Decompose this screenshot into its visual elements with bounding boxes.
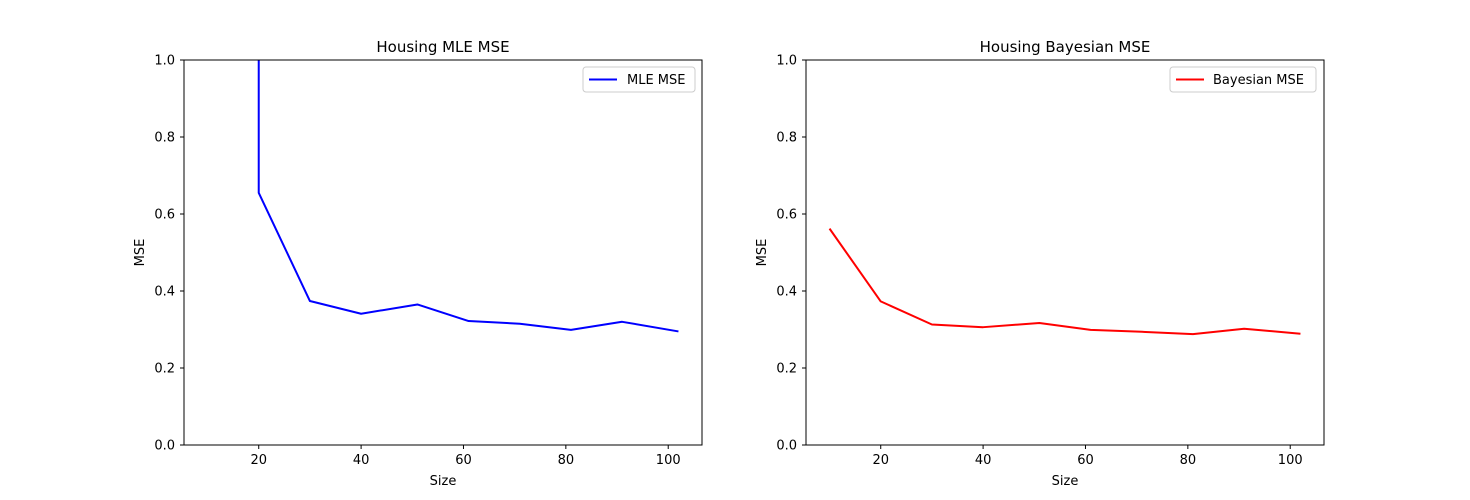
x-tick-label: 80 — [558, 453, 575, 468]
x-tick-label: 20 — [250, 453, 267, 468]
series-line-0 — [257, 60, 679, 333]
x-axis-label: Size — [430, 474, 457, 489]
legend-label-bayesian: Bayesian MSE — [1213, 73, 1304, 88]
y-axis-label: MSE — [755, 239, 770, 267]
axes-frame — [183, 59, 703, 446]
y-axis-label: MSE — [133, 239, 148, 267]
x-tick-label: 100 — [1278, 453, 1303, 468]
y-tick-label: 0.2 — [776, 362, 797, 377]
subplot-mle: Housing MLE MSE 20 40 60 80 100 0.0 0.2 0.4 0.6… — [133, 38, 703, 489]
y-tick-label: 0.4 — [154, 285, 175, 300]
x-axis-label: Size — [1052, 474, 1079, 489]
y-tick-label: 0.8 — [154, 131, 175, 146]
y-tick-label: 0.0 — [776, 439, 797, 454]
plot-area — [257, 60, 679, 333]
chart-title: Housing MLE MSE — [376, 38, 509, 56]
plot-area — [828, 228, 1301, 336]
x-axis-ticks: 20 40 60 80 100 — [872, 445, 1303, 468]
y-tick-label: 0.0 — [154, 439, 175, 454]
x-tick-label: 60 — [455, 453, 472, 468]
x-tick-label: 100 — [656, 453, 681, 468]
legend: MLE MSE — [582, 66, 696, 93]
series-line-0 — [828, 228, 1301, 336]
y-axis-ticks: 0.0 0.2 0.4 0.6 0.8 1.0 — [776, 54, 806, 454]
y-tick-label: 0.2 — [154, 362, 175, 377]
subplot-bayesian: Housing Bayesian MSE 20 40 60 80 100 0.00.20… — [755, 38, 1325, 489]
y-tick-label: 0.6 — [154, 208, 175, 223]
y-tick-label: 0.4 — [776, 285, 797, 300]
legend: Bayesian MSE — [1169, 66, 1317, 93]
legend-box — [1169, 66, 1317, 93]
y-tick-label: 1.0 — [776, 54, 797, 69]
legend-label-mle: MLE MSE — [627, 73, 686, 88]
x-tick-label: 40 — [353, 453, 370, 468]
x-tick-label: 20 — [872, 453, 889, 468]
y-tick-label: 0.8 — [776, 131, 797, 146]
x-tick-label: 60 — [1077, 453, 1094, 468]
axes-frame — [805, 59, 1325, 446]
chart-title: Housing Bayesian MSE — [980, 38, 1151, 56]
x-axis-ticks: 20 40 60 80 100 — [250, 445, 681, 468]
y-tick-label: 1.0 — [154, 54, 175, 69]
x-tick-label: 40 — [975, 453, 992, 468]
x-tick-label: 80 — [1180, 453, 1197, 468]
legend-box — [582, 66, 696, 93]
y-axis-ticks: 0.0 0.2 0.4 0.6 0.8 1.0 — [154, 54, 184, 454]
y-tick-label: 0.6 — [776, 208, 797, 223]
